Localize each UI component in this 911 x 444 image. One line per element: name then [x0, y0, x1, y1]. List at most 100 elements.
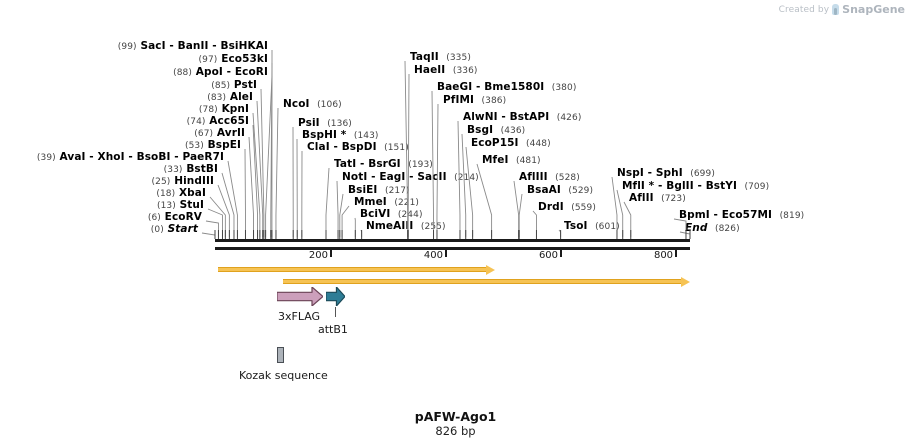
feature-label: Kozak sequence	[239, 369, 328, 382]
enzyme-name: BsrGI	[368, 158, 401, 170]
enzyme-label[interactable]: BpmI - Eco57MI (819)	[679, 210, 804, 222]
orf-arrow-head-icon	[486, 265, 495, 275]
enzyme-label[interactable]: (0) Start	[151, 224, 198, 236]
enzyme-label[interactable]: TatI - BsrGI (193)	[334, 159, 433, 171]
ruler-label: 800	[653, 250, 674, 261]
enzyme-label[interactable]: NcoI (106)	[283, 99, 342, 111]
enzyme-label[interactable]: TsoI (601)	[564, 221, 620, 233]
enzyme-name: EcoP15I	[471, 137, 519, 149]
enzyme-label[interactable]: (99) SacI - BanII - BsiHKAI	[118, 41, 268, 53]
enzyme-label[interactable]: PsiI (136)	[298, 118, 352, 130]
enzyme-label[interactable]: BciVI (244)	[360, 209, 423, 221]
enzyme-separator: -	[208, 40, 221, 52]
enzyme-label[interactable]: BsgI (436)	[467, 125, 525, 137]
enzyme-name: EcoRV	[164, 211, 202, 223]
enzyme-separator: -	[405, 171, 418, 183]
enzyme-label[interactable]: TaqII (335)	[410, 52, 471, 64]
enzyme-position: (25)	[151, 177, 171, 187]
enzyme-label[interactable]: (78) KpnI	[199, 104, 249, 116]
enzyme-label[interactable]: (97) Eco53kI	[199, 54, 268, 66]
enzyme-label[interactable]: (6) EcoRV	[148, 212, 202, 224]
enzyme-label[interactable]: (74) Acc65I	[187, 116, 249, 128]
enzyme-leader-line	[207, 208, 223, 237]
enzyme-label[interactable]: MfeI (481)	[482, 155, 541, 167]
enzyme-name: ApoI	[195, 66, 223, 78]
enzyme-label[interactable]: (67) AvrII	[194, 128, 245, 140]
enzyme-name: PsiI	[298, 117, 320, 129]
enzyme-name: NcoI	[283, 98, 310, 110]
enzyme-label[interactable]: (13) StuI	[157, 200, 204, 212]
enzyme-label[interactable]: BaeGI - Bme1580I (380)	[437, 82, 576, 94]
enzyme-position: (151)	[384, 143, 409, 153]
enzyme-label[interactable]: PfIMI (386)	[443, 95, 506, 107]
enzyme-label[interactable]: (25) HindIII	[152, 176, 214, 188]
enzyme-label[interactable]: NspI - SphI (699)	[617, 168, 715, 180]
enzyme-label[interactable]: AflII (723)	[629, 193, 686, 205]
enzyme-separator: -	[497, 111, 510, 123]
enzyme-separator: -	[367, 171, 380, 183]
feature-kozak-sequence[interactable]	[277, 347, 284, 363]
enzyme-label[interactable]: BspHI * (143)	[302, 130, 379, 142]
enzyme-name: ClaI	[307, 141, 330, 153]
enzyme-position: (255)	[420, 222, 446, 232]
enzyme-name: Start	[167, 223, 198, 235]
enzyme-position: (99)	[117, 42, 137, 52]
enzyme-label[interactable]: AflIII (528)	[519, 172, 580, 184]
enzyme-position: (97)	[198, 55, 218, 65]
enzyme-name: BspDI	[341, 141, 377, 153]
enzyme-name: SphI	[655, 167, 683, 179]
enzyme-label[interactable]: BsaAI (529)	[527, 185, 593, 197]
enzyme-name: SacII	[417, 171, 447, 183]
enzyme-leader-line	[513, 180, 520, 237]
enzyme-position: (221)	[394, 198, 420, 208]
enzyme-label[interactable]: DrdI (559)	[538, 202, 596, 214]
orf-arrow-body	[283, 279, 681, 284]
enzyme-name: BciVI	[360, 208, 391, 220]
enzyme-leader-line	[341, 205, 350, 237]
enzyme-name: BsoBI	[136, 151, 171, 163]
enzyme-position: (39)	[36, 153, 56, 163]
enzyme-name: BstBI	[186, 163, 218, 175]
snapgene-logo-icon	[832, 4, 840, 15]
enzyme-name: NmeAIII	[366, 220, 414, 232]
enzyme-label[interactable]: (85) PstI	[211, 80, 257, 92]
enzyme-name: BstYI	[705, 180, 737, 192]
enzyme-name: BsiEI	[348, 184, 378, 196]
orf-arrow[interactable]	[283, 277, 690, 287]
enzyme-label[interactable]: (88) ApoI - EcoRI	[173, 67, 268, 79]
enzyme-separator: -	[329, 141, 342, 153]
enzyme-label[interactable]: (33) BstBI	[164, 164, 218, 176]
enzyme-label[interactable]: (18) XbaI	[156, 188, 206, 200]
enzyme-label[interactable]: AlwNI - BstAPI (426)	[463, 112, 581, 124]
feature-arrow-attb1[interactable]	[326, 287, 345, 306]
enzyme-name: HaeII	[414, 64, 446, 76]
enzyme-name: PaeR7I	[182, 151, 224, 163]
enzyme-position: (136)	[327, 119, 352, 129]
enzyme-label[interactable]: NmeAIII (255)	[366, 221, 446, 233]
enzyme-label[interactable]: HaeII (336)	[414, 65, 478, 77]
enzyme-name: BaeGI	[437, 81, 473, 93]
enzyme-name: BsaAI	[527, 184, 561, 196]
enzyme-name: BglII	[666, 180, 694, 192]
enzyme-label[interactable]: NotI - EagI - SacII (214)	[342, 172, 479, 184]
enzyme-label[interactable]: (39) AvaI - XhoI - BsoBI - PaeR7I	[37, 152, 224, 164]
enzyme-name: TatI	[334, 158, 357, 170]
enzyme-label[interactable]: End (826)	[685, 223, 740, 235]
enzyme-position: (426)	[556, 113, 582, 123]
enzyme-label[interactable]: (53) BspEI	[185, 140, 241, 152]
enzyme-leader-line	[325, 167, 330, 237]
watermark-created-by-label: Created by	[778, 4, 830, 15]
feature-arrow-3xflag[interactable]	[277, 287, 323, 306]
enzyme-leader-line	[248, 136, 254, 237]
enzyme-label[interactable]: ClaI - BspDI (151)	[307, 142, 409, 154]
enzyme-label[interactable]: EcoP15I (448)	[471, 138, 551, 150]
enzyme-leader-line	[260, 88, 265, 237]
enzyme-position: (33)	[163, 165, 183, 175]
enzyme-label[interactable]: BsiEI (217)	[348, 185, 410, 197]
orf-arrow[interactable]	[218, 265, 495, 275]
enzyme-leader-line	[217, 184, 230, 237]
enzyme-label[interactable]: (83) AleI	[207, 92, 253, 104]
enzyme-position: (193)	[408, 160, 433, 170]
enzyme-label[interactable]: MflI * - BglII - BstYI (709)	[622, 181, 769, 193]
